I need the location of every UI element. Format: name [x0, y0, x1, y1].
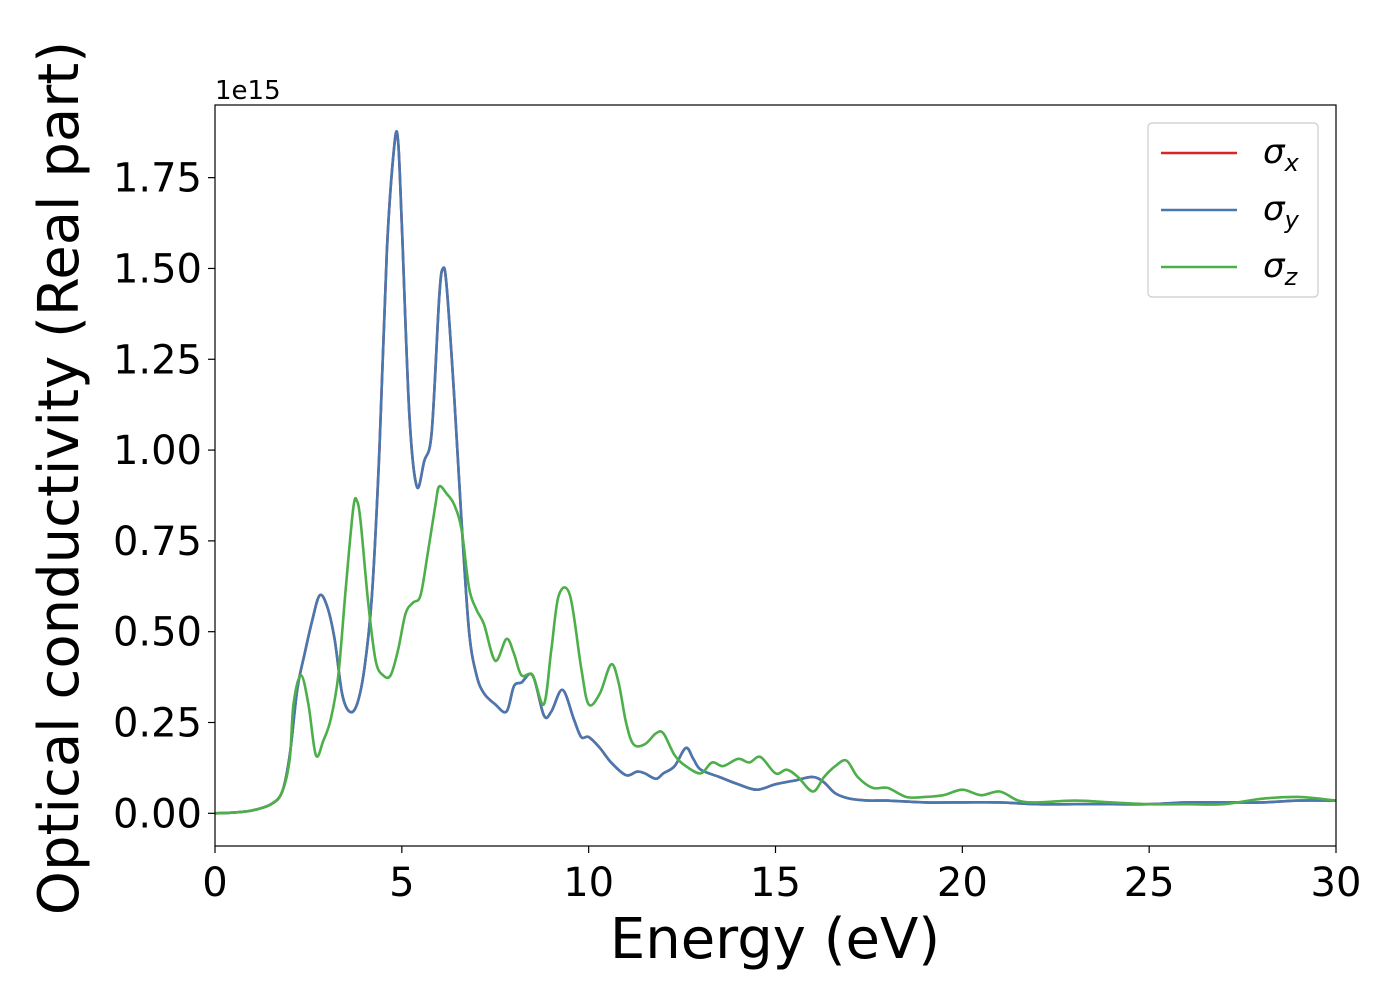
- y-tick-label: 1.00: [113, 428, 202, 474]
- x-axis-title: Energy (eV): [610, 907, 940, 972]
- y-tick-label: 1.75: [113, 156, 202, 202]
- series-line-z: [215, 484, 1336, 815]
- x-tick-label: 10: [563, 860, 614, 906]
- x-axis: 0 5 10 15 20 25 30: [202, 846, 1361, 906]
- legend-label-y: σy: [1263, 189, 1300, 234]
- x-tick-label: 0: [202, 860, 227, 906]
- legend-entries: σx σy σz: [1161, 132, 1300, 291]
- y-tick-label: 1.25: [113, 337, 202, 383]
- y-axis: 0.00 0.25 0.50 0.75 1.00 1.25 1.50 1.75: [113, 156, 215, 837]
- y-tick-label: 0.00: [113, 791, 202, 837]
- y-tick-label: 1.50: [113, 246, 202, 292]
- y-tick-label: 0.75: [113, 519, 202, 565]
- legend-label-x: σx: [1263, 132, 1300, 177]
- legend-label-z: σz: [1263, 246, 1299, 291]
- x-tick-label: 15: [750, 860, 801, 906]
- y-offset-label: 1e15: [215, 76, 281, 106]
- y-axis-title: Optical conductivity (Real part): [27, 41, 92, 915]
- legend: σx σy σz: [1147, 122, 1319, 298]
- y-tick-label: 0.25: [113, 701, 202, 747]
- x-tick-label: 25: [1124, 860, 1175, 906]
- series-line-y: [215, 130, 1336, 815]
- x-tick-label: 30: [1311, 860, 1362, 906]
- x-tick-label: 20: [937, 860, 988, 906]
- series-layer: [215, 130, 1336, 815]
- x-tick-label: 5: [389, 860, 414, 906]
- y-tick-label: 0.50: [113, 610, 202, 656]
